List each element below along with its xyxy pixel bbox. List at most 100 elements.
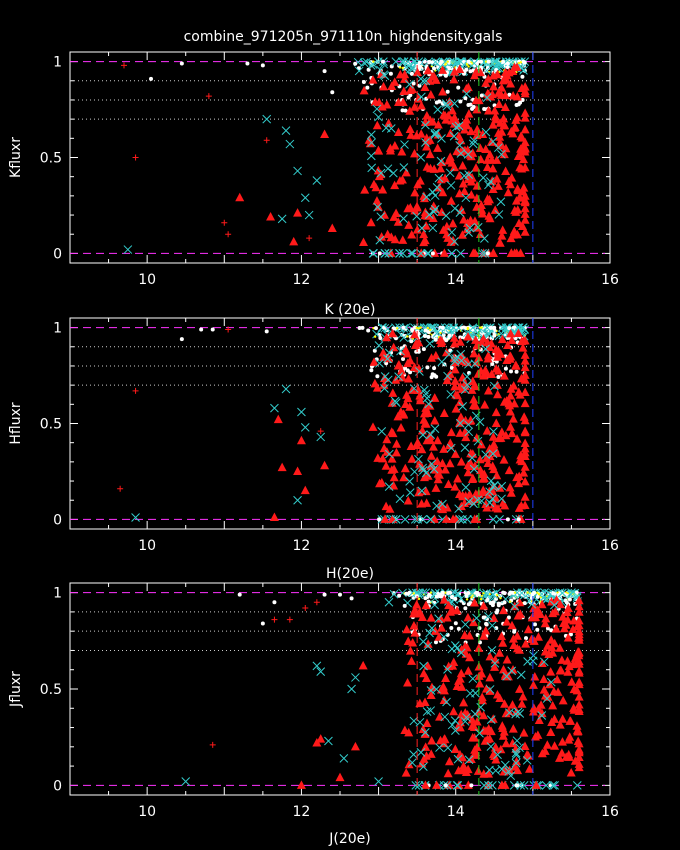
triangle-point bbox=[501, 430, 511, 440]
cross-point bbox=[455, 140, 465, 150]
cross-point bbox=[497, 764, 507, 774]
dot-point bbox=[443, 783, 448, 788]
triangle-point bbox=[404, 727, 414, 737]
cross-point bbox=[444, 350, 454, 359]
triangle-point bbox=[400, 74, 410, 83]
cross-point bbox=[293, 166, 302, 176]
cross-point bbox=[481, 127, 491, 137]
dot-point bbox=[330, 90, 335, 95]
triangle-point bbox=[455, 674, 465, 683]
triangle-point bbox=[505, 422, 515, 431]
triangle-point bbox=[445, 152, 455, 161]
cross-point bbox=[293, 495, 302, 505]
triangle-point bbox=[479, 710, 489, 720]
triangle-point bbox=[506, 488, 516, 497]
cross-point bbox=[442, 697, 451, 707]
cross-point bbox=[395, 249, 405, 258]
triangle-point bbox=[510, 205, 520, 215]
dot-point bbox=[423, 596, 428, 601]
triangle-point bbox=[470, 216, 480, 225]
dot-point bbox=[505, 61, 510, 66]
dot-point bbox=[434, 594, 439, 599]
triangle-point bbox=[385, 504, 395, 513]
plus-point bbox=[271, 616, 278, 623]
cross-point bbox=[300, 422, 310, 432]
dot-point bbox=[369, 368, 374, 373]
triangle-point bbox=[405, 124, 415, 133]
triangle-point bbox=[547, 597, 557, 606]
triangle-point bbox=[539, 674, 549, 684]
dot-point bbox=[490, 603, 495, 608]
triangle-point bbox=[417, 612, 427, 622]
dot-point bbox=[522, 60, 527, 65]
triangle-point bbox=[521, 639, 531, 648]
triangle-point bbox=[512, 643, 522, 653]
triangle-point bbox=[390, 234, 400, 244]
triangle-point bbox=[508, 128, 518, 138]
star-point bbox=[517, 61, 521, 65]
triangle-point bbox=[401, 167, 411, 177]
cross-point bbox=[484, 330, 494, 339]
triangle-point bbox=[454, 171, 464, 180]
triangle-point bbox=[448, 218, 458, 228]
cross-point bbox=[488, 494, 497, 504]
triangle-point bbox=[514, 218, 524, 227]
triangle-point bbox=[481, 144, 491, 154]
cross-point bbox=[504, 767, 514, 776]
cross-point bbox=[420, 385, 429, 395]
cross-point bbox=[566, 590, 576, 599]
triangle-point bbox=[459, 215, 469, 224]
dot-point bbox=[448, 348, 453, 353]
dot-point bbox=[421, 347, 426, 352]
triangle-point bbox=[469, 348, 479, 358]
dot-point bbox=[260, 621, 265, 626]
triangle-point bbox=[552, 674, 562, 684]
cross-point bbox=[509, 781, 519, 790]
cross-point bbox=[304, 210, 314, 220]
triangle-point bbox=[376, 69, 386, 79]
triangle-point bbox=[420, 780, 430, 789]
triangle-point bbox=[484, 211, 494, 220]
triangle-point bbox=[438, 187, 448, 197]
triangle-point bbox=[438, 504, 448, 514]
triangle-point bbox=[403, 203, 413, 213]
x-tick-label: 14 bbox=[447, 804, 465, 820]
cross-point bbox=[546, 677, 556, 687]
triangle-point bbox=[405, 402, 415, 411]
cross-point bbox=[447, 720, 457, 730]
star-point bbox=[406, 335, 409, 338]
dot-point bbox=[349, 596, 354, 601]
triangle-point bbox=[359, 85, 369, 95]
triangle-point bbox=[520, 492, 530, 501]
triangle-point bbox=[555, 720, 565, 729]
triangle-point bbox=[419, 668, 429, 678]
triangle-point bbox=[441, 115, 451, 124]
dot-point bbox=[463, 606, 468, 611]
cross-point bbox=[470, 359, 480, 369]
cross-point bbox=[482, 323, 492, 333]
triangle-point bbox=[452, 390, 462, 400]
triangle-point bbox=[519, 468, 529, 477]
dot-point bbox=[237, 592, 242, 597]
dot-point bbox=[426, 329, 431, 334]
cross-point bbox=[481, 450, 491, 459]
dot-point bbox=[388, 71, 393, 76]
triangle-point bbox=[548, 648, 558, 657]
dot-point bbox=[545, 626, 550, 631]
triangle-point bbox=[557, 737, 567, 746]
triangle-point bbox=[455, 381, 465, 391]
plus-point bbox=[117, 485, 124, 492]
cross-point bbox=[368, 60, 378, 69]
triangle-point bbox=[488, 432, 498, 441]
triangle-point bbox=[466, 177, 476, 186]
triangle-point bbox=[474, 643, 484, 652]
triangle-point bbox=[469, 617, 479, 627]
cross-point bbox=[517, 588, 527, 598]
cross-point bbox=[485, 487, 494, 497]
triangle-point bbox=[500, 90, 510, 100]
triangle-point bbox=[483, 386, 493, 395]
triangle-point bbox=[520, 362, 530, 372]
triangle-point bbox=[512, 434, 522, 443]
dot-point bbox=[260, 63, 265, 68]
cross-point bbox=[443, 371, 452, 381]
